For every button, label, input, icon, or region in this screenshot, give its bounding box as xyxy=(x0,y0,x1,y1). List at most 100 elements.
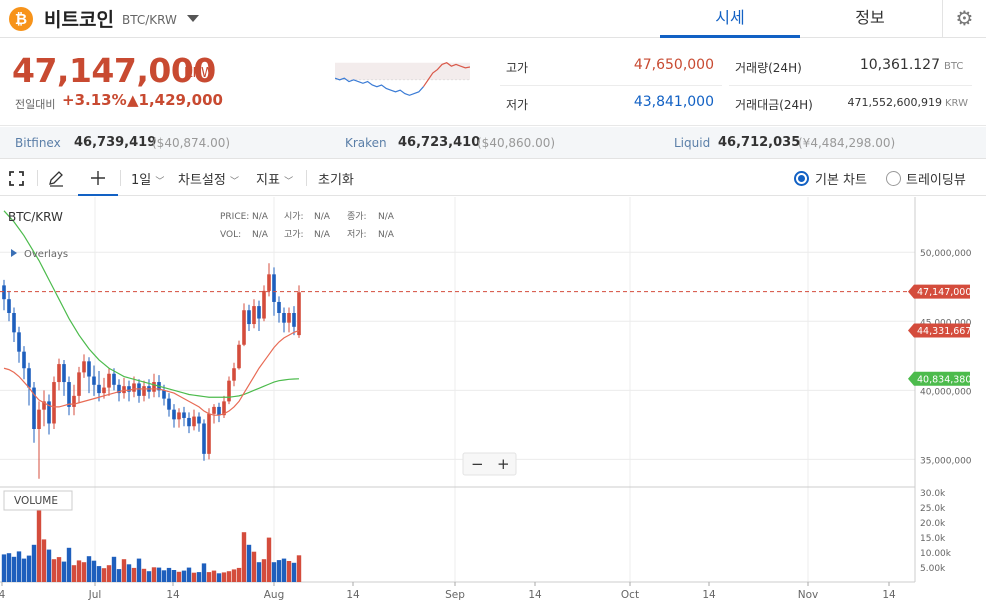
candle-body xyxy=(137,383,141,396)
caret-down-icon[interactable] xyxy=(187,15,199,22)
volume-bar xyxy=(231,569,237,582)
volume-label: VOLUME xyxy=(14,495,58,507)
volume-bar xyxy=(151,567,157,582)
amount-label: 거래대금(24H) xyxy=(735,98,813,112)
candle-body xyxy=(262,290,266,319)
mini-trend-chart xyxy=(335,57,470,99)
indicators-dropdown[interactable]: 지표 ﹀ xyxy=(256,169,293,188)
settings-button[interactable]: ⚙ xyxy=(942,0,986,38)
crosshair-tool[interactable] xyxy=(78,160,118,196)
volume-label: 거래량(24H) xyxy=(735,61,802,75)
chart-toolbar: 1일 ﹀ 차트설정 ﹀ 지표 ﹀ 초기화 기본 차트 트레이딩뷰 xyxy=(0,160,986,196)
exchange-price: 46,712,035 xyxy=(718,135,801,150)
svg-text:44,331,667: 44,331,667 xyxy=(917,326,971,337)
tab-info[interactable]: 정보 xyxy=(855,8,885,27)
volume-bar xyxy=(211,570,217,582)
volume-bar xyxy=(91,560,97,582)
reset-button[interactable]: 초기화 xyxy=(318,173,354,188)
info-low: N/A xyxy=(378,230,395,240)
volume-bar xyxy=(51,559,57,582)
price-summary: 47,147,000 KRW 전일대비 +3.13% ▲1,429,000 고가… xyxy=(0,39,986,126)
candle-body xyxy=(132,383,136,392)
high-value: 47,650,000 xyxy=(633,57,714,73)
volume-bar xyxy=(11,556,17,582)
volume-bar xyxy=(26,555,32,582)
volume-bar xyxy=(196,572,202,582)
volume-bar xyxy=(141,568,147,582)
candle-body xyxy=(117,384,121,394)
volume-bar xyxy=(71,565,77,582)
info-price: N/A xyxy=(252,212,269,222)
candle-body xyxy=(97,384,101,394)
chevron-down-icon: ﹀ xyxy=(229,177,239,187)
candle-body xyxy=(82,361,86,373)
time-axis-label: Aug xyxy=(264,589,285,601)
info-price-label: PRICE: xyxy=(220,212,249,222)
candle-body xyxy=(107,373,111,388)
volume-bar xyxy=(296,555,302,582)
divider xyxy=(500,85,722,86)
overlays-toggle[interactable]: Overlays xyxy=(24,249,68,260)
candle-body xyxy=(247,310,251,325)
caret-right-icon[interactable] xyxy=(11,249,17,257)
amount-value: 471,552,600,919 xyxy=(847,96,942,109)
candle-body xyxy=(237,344,241,369)
candle-body xyxy=(227,380,231,402)
volume-bar xyxy=(266,537,272,582)
change-amount: ▲1,429,000 xyxy=(127,91,223,109)
ma-short-line xyxy=(3,329,300,416)
interval-dropdown[interactable]: 1일 ﹀ xyxy=(131,169,164,188)
volume-bar xyxy=(76,560,82,582)
volume-bar xyxy=(106,565,112,582)
current-price-tag: 47,147,000 xyxy=(908,284,971,299)
tab-price[interactable]: 시세 xyxy=(660,0,800,38)
chart-settings-label: 차트설정 xyxy=(178,173,226,188)
tradingview-radio[interactable] xyxy=(886,171,901,186)
basic-chart-label[interactable]: 기본 차트 xyxy=(815,173,867,188)
candle-body xyxy=(2,285,6,300)
coin-pair[interactable]: BTC/KRW xyxy=(122,13,177,27)
zoom-controls xyxy=(462,452,517,476)
coin-name[interactable]: 비트코인 xyxy=(44,9,114,31)
svg-text:40,834,380: 40,834,380 xyxy=(917,374,971,385)
fullscreen-icon[interactable] xyxy=(9,171,24,186)
exchange-prices-bar: Bitfinex 46,739,419 ($40,874.00) Kraken … xyxy=(0,127,986,159)
volume-axis-label: 15.0k xyxy=(920,534,946,544)
zoom-in-button[interactable]: + xyxy=(497,455,510,473)
volume-bar xyxy=(216,573,222,582)
tradingview-label[interactable]: 트레이딩뷰 xyxy=(906,173,966,188)
candle-body xyxy=(17,332,21,352)
volume-bar xyxy=(21,558,27,582)
volume-bar xyxy=(221,572,227,582)
candle-body xyxy=(197,416,201,424)
candle-body xyxy=(207,413,211,454)
volume-axis-label: 25.0k xyxy=(920,504,946,514)
candle-body xyxy=(212,406,216,414)
chart-settings-dropdown[interactable]: 차트설정 ﹀ xyxy=(178,169,239,188)
volume-bar xyxy=(31,544,37,582)
volume-bar xyxy=(136,558,142,582)
volume-bar xyxy=(201,563,207,582)
mini-trend-line-up xyxy=(422,62,470,88)
price-unit: KRW xyxy=(184,66,214,81)
zoom-out-button[interactable]: − xyxy=(471,455,484,473)
volume-bar xyxy=(116,569,122,582)
price-chart[interactable]: BTC/KRW Overlays PRICE: N/A 시가: N/A 종가: … xyxy=(0,197,986,611)
volume-bar xyxy=(206,572,212,582)
mini-trend-line-down xyxy=(335,77,424,96)
info-high: N/A xyxy=(314,230,331,240)
current-price: 47,147,000 xyxy=(12,51,216,90)
volume-axis-label: 10.00k xyxy=(920,549,952,559)
candle-body xyxy=(62,364,66,383)
candle-body xyxy=(67,382,71,407)
volume-bar xyxy=(271,562,277,582)
candle-body xyxy=(22,351,26,369)
candle-body xyxy=(297,292,301,336)
volume-bar xyxy=(251,551,257,582)
candle-body xyxy=(47,401,51,424)
volume-value: 10,361.127 xyxy=(859,57,940,73)
volume-bar xyxy=(56,557,62,582)
basic-chart-radio[interactable] xyxy=(794,171,809,186)
pencil-icon[interactable] xyxy=(48,170,65,187)
candle-body xyxy=(12,313,16,333)
